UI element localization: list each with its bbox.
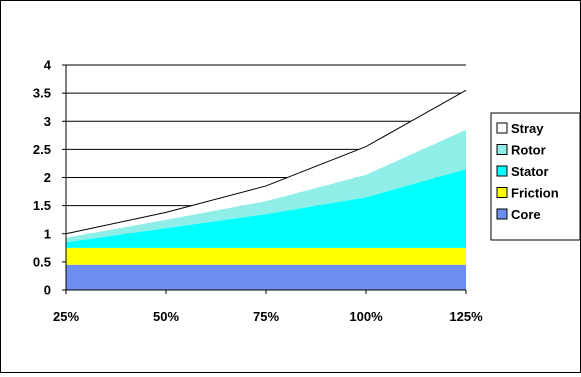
axes [62,64,467,294]
area-core [66,264,466,290]
legend-swatch-stator [496,165,508,177]
x-tick-label: 50% [153,309,179,324]
legend-label: Stator [511,164,549,179]
x-tick-label: 25% [53,309,79,324]
y-tick-label: 2 [44,170,51,185]
y-tick-label: 0 [44,283,51,298]
legend-label: Core [511,207,541,222]
y-tick-label: 3 [44,114,51,129]
y-tick-label: 1 [44,226,51,241]
y-axis-tick-labels: 0 0.5 1 1.5 2 2.5 3 3.5 4 [33,58,52,298]
x-axis-tick-labels: 25% 50% 75% 100% 125% [53,309,483,324]
y-tick-label: 4 [44,58,52,73]
y-tick-label: 0.5 [33,254,51,269]
area-outline-stray [65,89,467,235]
area-rotor [66,129,466,243]
plot-areas [65,89,467,290]
x-tick-label: 125% [449,309,483,324]
y-tick-label: 3.5 [33,86,51,101]
legend-label: Stray [511,121,544,136]
legend-swatch-stray [496,122,508,134]
x-tick-label: 75% [253,309,279,324]
legend-swatch-rotor [496,144,508,155]
y-tick-label: 1.5 [33,198,51,213]
legend-label: Friction [511,186,559,201]
area-friction [66,247,466,265]
legend: Stray Rotor Stator Friction Core [490,112,581,241]
legend-swatch-friction [496,187,508,198]
area-stray [66,90,466,238]
y-tick-label: 2.5 [33,142,51,157]
legend-label: Rotor [511,143,546,158]
legend-swatch-core [496,208,508,220]
x-tick-label: 100% [349,309,383,324]
